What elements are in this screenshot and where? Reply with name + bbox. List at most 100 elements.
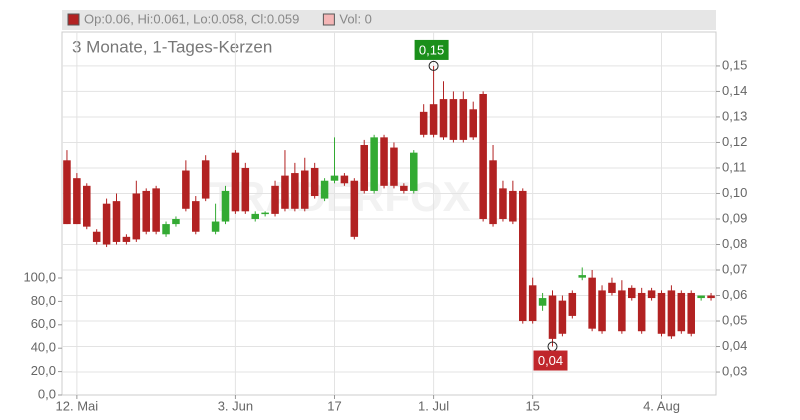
y2-tick-label: 100,0 — [23, 269, 56, 284]
candle-body — [132, 193, 141, 240]
candle-body — [221, 190, 230, 222]
candle-body — [697, 295, 705, 299]
candle-body — [677, 292, 686, 332]
candle-body — [192, 201, 200, 232]
y-tick-label: 0,03 — [722, 363, 747, 378]
candle-body — [608, 282, 616, 293]
legend-label: Op:0.06, Hi:0.061, Lo:0.058, Cl:0.059 — [84, 11, 299, 26]
candle-body — [578, 275, 586, 278]
candle-body — [479, 93, 487, 219]
candle-body — [588, 277, 596, 329]
candle-body — [568, 292, 577, 316]
y2-tick-label: 60,0 — [31, 316, 56, 331]
x-tick-label: 17 — [327, 398, 341, 413]
y2-tick-label: 0,0 — [38, 386, 56, 401]
y-tick-label: 0,13 — [722, 108, 747, 123]
y2-tick-label: 40,0 — [31, 340, 56, 355]
candle-body — [201, 160, 210, 199]
y-tick-label: 0,05 — [722, 312, 747, 327]
y-tick-label: 0,11 — [722, 159, 746, 174]
candle-body — [73, 178, 81, 225]
x-tick-label: 3. Jun — [218, 398, 253, 413]
x-tick-label: 4. Aug — [643, 398, 680, 413]
candle-body — [489, 160, 497, 225]
candle-body — [112, 201, 121, 242]
candle-body — [548, 295, 557, 339]
candle-body — [459, 99, 468, 140]
candle-body — [360, 145, 368, 191]
y-tick-label: 0,07 — [722, 261, 747, 276]
candle-body — [380, 137, 388, 186]
annotation-box — [533, 350, 568, 371]
annotation-box — [414, 39, 449, 60]
subtitle: 3 Monate, 1-Tages-Kerzen — [72, 37, 272, 56]
candle-body — [271, 185, 279, 214]
candle-body — [340, 175, 349, 184]
candle-body — [499, 188, 507, 219]
candle-body — [241, 167, 250, 212]
candle-body — [707, 295, 715, 299]
candle-body — [152, 188, 160, 232]
candle-body — [528, 285, 537, 322]
candle-body — [618, 290, 626, 332]
y-tick-label: 0,14 — [722, 83, 747, 98]
annotation-label: 0,04 — [538, 353, 563, 368]
candle-body — [637, 292, 646, 332]
y-tick-label: 0,04 — [722, 338, 747, 353]
candle-body — [83, 185, 91, 227]
plot-area — [61, 31, 717, 396]
candle-body — [301, 170, 309, 209]
candle-body — [439, 99, 448, 138]
candle-body — [449, 99, 458, 140]
candle-body — [92, 231, 101, 242]
y-tick-label: 0,15 — [722, 57, 747, 72]
candle-body — [390, 147, 398, 186]
candle-body — [350, 180, 359, 237]
candle-body — [538, 298, 547, 306]
x-tick-label: 12. Mai — [56, 398, 99, 413]
candle-body — [598, 290, 606, 332]
candle-body — [519, 190, 527, 322]
candle-body — [281, 175, 289, 209]
candle-body — [469, 109, 477, 138]
candle-body — [419, 111, 428, 135]
annotation-label: 0,15 — [419, 42, 444, 57]
candle-body — [647, 290, 656, 299]
y-tick-label: 0,10 — [722, 185, 747, 200]
legend-bar — [62, 10, 716, 30]
candle-body — [429, 104, 438, 135]
candle-body — [172, 218, 180, 225]
y-tick-label: 0,06 — [722, 287, 747, 302]
candle-body — [162, 224, 170, 235]
candle-body — [231, 152, 240, 212]
candle-body — [628, 287, 636, 299]
candle-body — [667, 290, 676, 337]
candle-body — [251, 213, 259, 219]
legend-swatch — [322, 13, 335, 26]
candle-body — [310, 167, 319, 197]
x-tick-label: 15 — [525, 398, 539, 413]
candle-body — [558, 300, 567, 334]
candle-body — [102, 203, 111, 245]
candle-body — [182, 170, 190, 209]
candle-body — [509, 190, 517, 222]
candle-body — [211, 221, 220, 232]
candle-body — [400, 185, 408, 191]
candle-body — [657, 292, 666, 334]
watermark: TRADERFOX — [209, 173, 470, 220]
legend-label: Vol: 0 — [339, 11, 372, 26]
candle-body — [291, 173, 299, 209]
candle-body — [687, 292, 695, 334]
y-tick-label: 0,08 — [722, 236, 747, 251]
candle-body — [330, 175, 339, 181]
candle-body — [122, 236, 131, 242]
candle-body — [370, 137, 378, 191]
legend-swatch — [67, 13, 80, 26]
candle-body — [63, 160, 71, 225]
x-tick-label: 1. Jul — [418, 398, 449, 413]
candle-body — [410, 152, 418, 191]
y-tick-label: 0,12 — [722, 134, 747, 149]
annotation-marker — [428, 60, 439, 71]
candle-body — [142, 190, 150, 232]
